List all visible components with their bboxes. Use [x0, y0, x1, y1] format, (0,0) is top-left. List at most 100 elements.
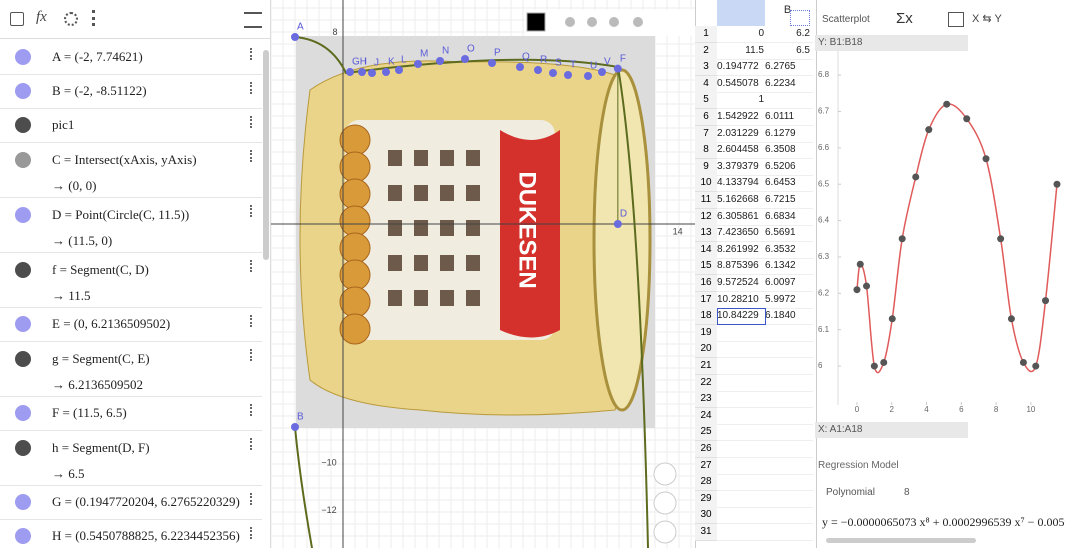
algebra-row[interactable]: G = (0.1947720204, 6.2765220329) — [0, 485, 262, 520]
visibility-dot[interactable] — [15, 528, 31, 544]
window — [440, 185, 454, 201]
zoom-button — [653, 491, 677, 515]
visibility-dot[interactable] — [15, 351, 31, 367]
cell[interactable]: 6.2765 — [765, 61, 796, 73]
row-menu[interactable] — [250, 260, 255, 272]
style-icon[interactable] — [565, 17, 575, 27]
cell-border — [717, 374, 813, 375]
cell[interactable]: 2.604458 — [717, 144, 759, 156]
visibility-dot[interactable] — [15, 405, 31, 421]
row-number: 1 — [695, 26, 717, 43]
algebra-row[interactable]: pic1 — [0, 108, 262, 143]
row-menu[interactable] — [250, 438, 255, 450]
tab[interactable]: Scatterplot — [822, 14, 870, 25]
algebra-row[interactable]: B = (-2, -8.51122) — [0, 74, 262, 109]
visibility-dot[interactable] — [15, 440, 31, 456]
table-icon[interactable] — [948, 12, 964, 27]
cell[interactable]: 8.261992 — [717, 243, 759, 255]
cell[interactable]: 11.5 — [745, 44, 764, 56]
swap-button[interactable]: X ⇆ Y — [972, 13, 1002, 25]
cell[interactable]: 0 — [758, 28, 764, 39]
visibility-dot[interactable] — [15, 152, 31, 168]
row-menu[interactable] — [250, 493, 255, 505]
cell[interactable]: 8.875396 — [717, 260, 759, 272]
menu-icon[interactable] — [10, 12, 24, 26]
cell[interactable]: 6.5691 — [765, 227, 796, 239]
y-tick-label: 6.7 — [818, 107, 830, 116]
visibility-dot[interactable] — [15, 49, 31, 65]
biscuit — [339, 313, 371, 345]
row-menu[interactable] — [250, 48, 255, 60]
toggle-icon[interactable] — [244, 12, 262, 28]
cell[interactable]: 6.5 — [796, 44, 810, 56]
style-icon[interactable] — [633, 17, 643, 27]
algebra-row[interactable]: g = Segment(C, E) → 6.2136509502 — [0, 341, 262, 397]
point-label: K — [388, 57, 395, 68]
more-icon[interactable] — [92, 10, 98, 26]
cell[interactable]: 5.162668 — [717, 194, 759, 205]
toolbar-icon[interactable] — [790, 10, 810, 26]
cell[interactable]: 0.545078 — [717, 77, 759, 89]
visibility-dot[interactable] — [15, 316, 31, 332]
algebra-row[interactable]: f = Segment(C, D) → 11.5 — [0, 252, 262, 308]
row-menu[interactable] — [250, 150, 255, 162]
algebra-row[interactable]: F = (11.5, 6.5) — [0, 396, 262, 431]
row-menu[interactable] — [250, 527, 255, 539]
cell[interactable]: 6.1279 — [765, 127, 796, 139]
cell[interactable]: 10.28210 — [717, 293, 759, 305]
algebra-row[interactable]: C = Intersect(xAxis, yAxis) → (0, 0) — [0, 142, 262, 198]
model-dropdown[interactable]: Polynomial — [826, 487, 875, 498]
algebra-row[interactable]: D = Point(Circle(C, 11.5)) → (11.5, 0) — [0, 197, 262, 253]
visibility-dot[interactable] — [15, 262, 31, 278]
cell[interactable]: 1 — [758, 94, 764, 106]
cell[interactable]: 6.7215 — [765, 194, 796, 205]
degree-dropdown[interactable]: 8 — [904, 487, 910, 498]
cell[interactable]: 7.423650 — [717, 227, 759, 239]
cell[interactable]: 6.2234 — [765, 77, 796, 89]
visibility-dot[interactable] — [15, 83, 31, 99]
cell[interactable]: 9.572524 — [717, 277, 759, 288]
cell[interactable]: 6.5206 — [765, 160, 796, 172]
window — [388, 255, 402, 271]
cell[interactable]: 2.031229 — [717, 127, 759, 139]
cell[interactable]: 5.9972 — [765, 293, 796, 305]
algebra-row[interactable]: h = Segment(D, F) → 6.5 — [0, 430, 262, 486]
visibility-dot[interactable] — [15, 117, 31, 133]
cell[interactable]: 4.133794 — [717, 177, 759, 189]
point — [461, 55, 469, 63]
style-icon[interactable] — [609, 17, 619, 27]
cell[interactable]: 1.542922 — [717, 111, 759, 122]
cell[interactable]: 0.194772 — [717, 61, 759, 73]
fx-icon[interactable]: fx — [36, 9, 47, 25]
style-icon[interactable] — [587, 17, 597, 27]
row-menu[interactable] — [250, 404, 255, 416]
cell[interactable]: 6.6453 — [765, 177, 796, 189]
cell[interactable]: 6.2 — [796, 28, 810, 39]
data-point — [863, 282, 871, 290]
row-menu[interactable] — [250, 315, 255, 327]
cell[interactable]: 6.6834 — [765, 210, 796, 222]
row-menu[interactable] — [250, 116, 255, 128]
stats-icon[interactable]: Σx — [896, 10, 913, 27]
cell[interactable]: 3.379379 — [717, 160, 759, 172]
row-menu[interactable] — [250, 82, 255, 94]
row-menu[interactable] — [250, 349, 255, 361]
data-point — [997, 235, 1005, 243]
visibility-dot[interactable] — [15, 494, 31, 510]
settings-icon[interactable] — [64, 12, 78, 26]
cell[interactable]: 10.84229 — [717, 310, 759, 322]
cell[interactable]: 6.305861 — [717, 210, 759, 222]
cell[interactable]: 6.1342 — [765, 260, 796, 272]
algebra-row[interactable]: E = (0, 6.2136509502) — [0, 307, 262, 342]
cell[interactable]: 6.1840 — [765, 310, 796, 322]
cell[interactable]: 6.0097 — [765, 277, 796, 288]
row-menu[interactable] — [250, 205, 255, 217]
cell[interactable]: 6.3532 — [765, 243, 796, 255]
algebra-row[interactable]: H = (0.5450788825, 6.2234452356) — [0, 519, 262, 548]
algebra-row[interactable]: A = (-2, 7.74621) — [0, 40, 262, 75]
cell[interactable]: 6.3508 — [765, 144, 796, 156]
point — [358, 68, 366, 76]
visibility-dot[interactable] — [15, 207, 31, 223]
row-number: 6 — [695, 109, 717, 126]
cell[interactable]: 6.0111 — [765, 111, 795, 122]
